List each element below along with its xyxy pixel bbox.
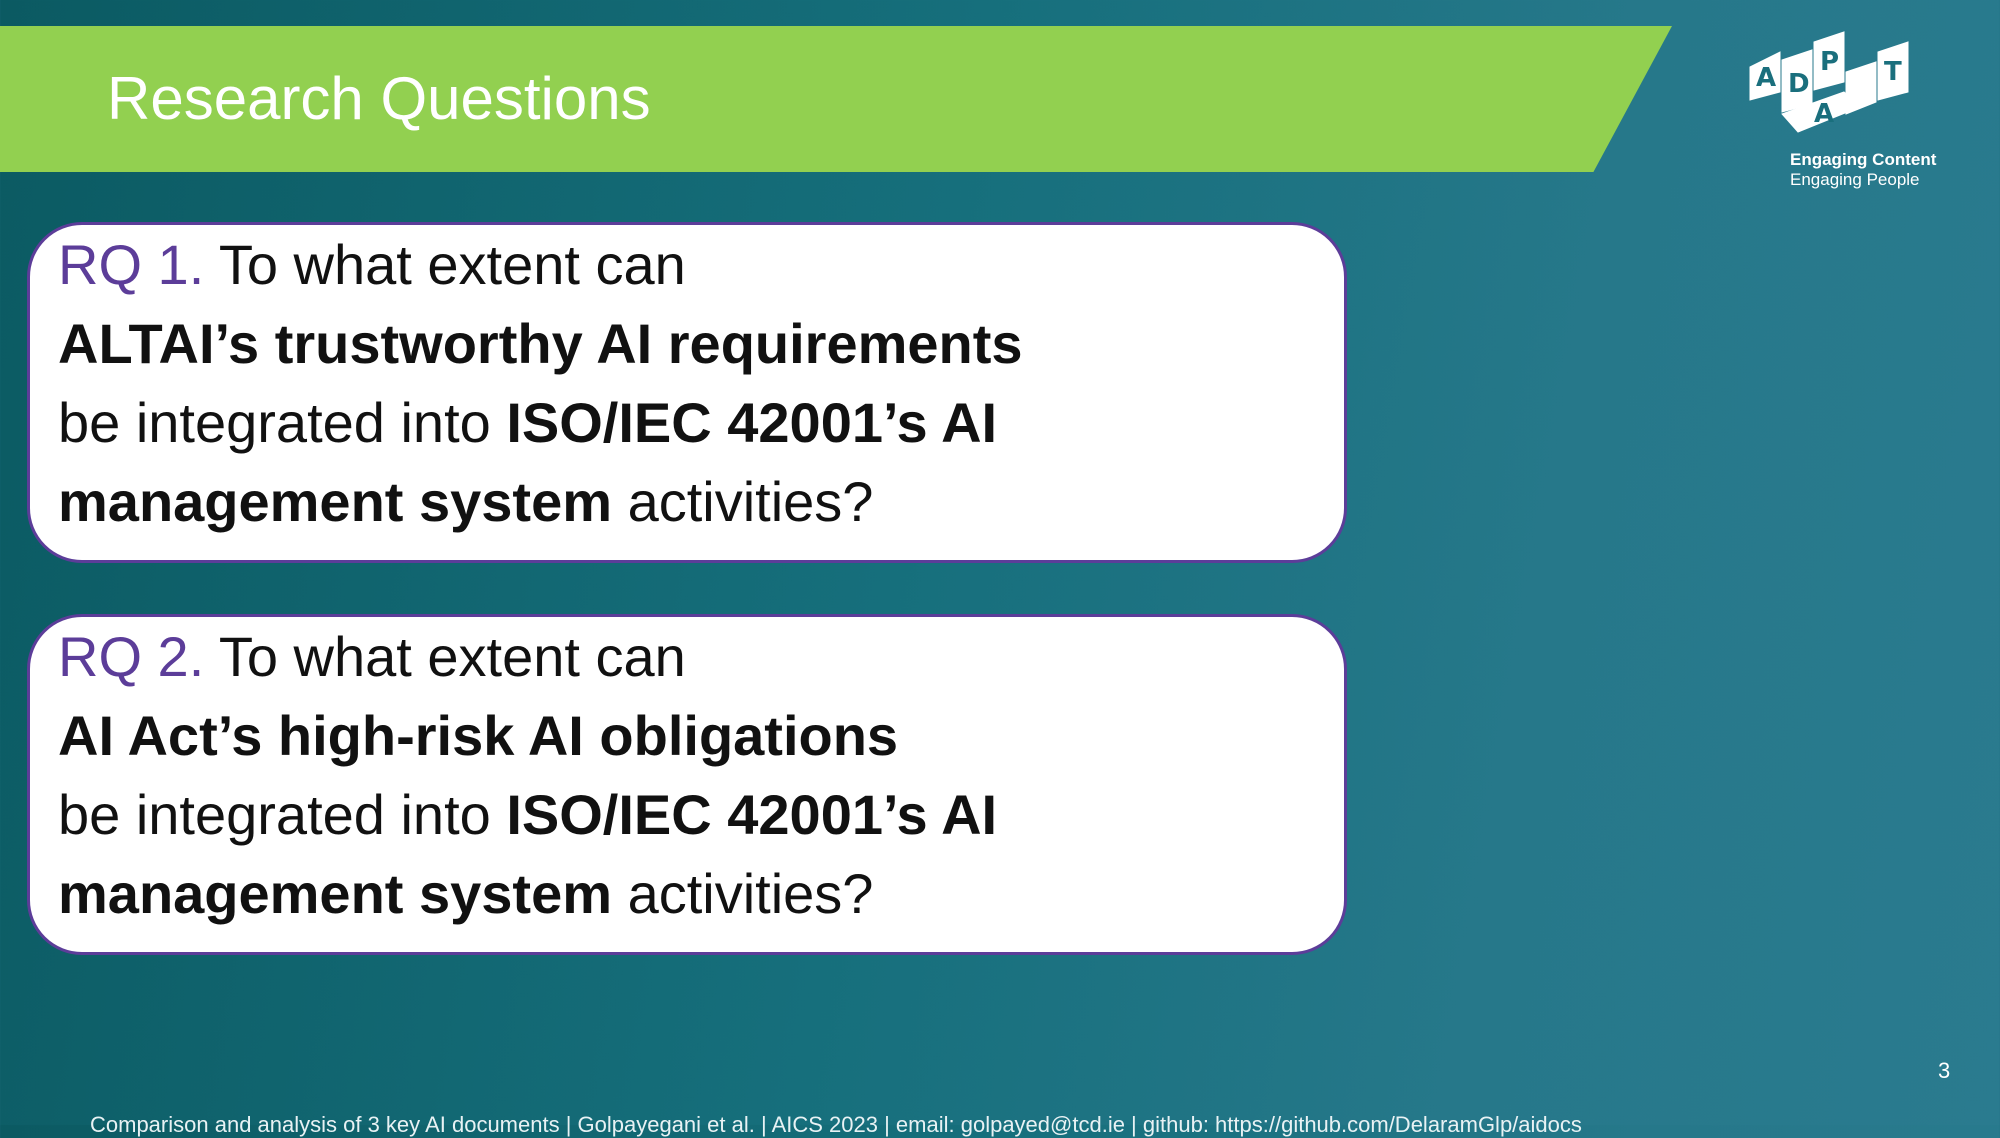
rq1-line3-plain: be integrated into	[58, 391, 507, 454]
adapt-logo-icon: A D P A T	[1749, 31, 1909, 133]
page-number: 3	[1938, 1058, 1951, 1083]
rq1-line3-bold: ISO/IEC 42001’s AI	[506, 391, 998, 454]
rq2-line4-bold: management system	[58, 862, 613, 925]
logo-letter-p: P	[1820, 47, 1839, 77]
rq2-label: RQ 2.	[58, 625, 205, 688]
rq2-line-4: management system activities?	[58, 854, 1316, 933]
slide-title: Research Questions	[107, 65, 651, 132]
adapt-logo: A D P A T Engaging Content Engaging Peop…	[1740, 22, 1940, 197]
logo-letter-a2: A	[1814, 99, 1834, 129]
rq1-line-3: be integrated into ISO/IEC 42001’s AI	[58, 383, 1316, 462]
rq2-box: RQ 2. To what extent can AI Act’s high-r…	[27, 614, 1347, 955]
rq1-line-1: RQ 1. To what extent can	[58, 225, 1316, 304]
rq1-line-4: management system activities?	[58, 462, 1316, 541]
rq2-line-1: RQ 2. To what extent can	[58, 617, 1316, 696]
rq1-line1-text: To what extent can	[218, 233, 686, 296]
logo-letter-a1: A	[1756, 63, 1776, 93]
rq2-line-2: AI Act’s high-risk AI obligations	[58, 704, 899, 767]
rq1-label: RQ 1.	[58, 233, 205, 296]
rq2-line-3: be integrated into ISO/IEC 42001’s AI	[58, 775, 1316, 854]
slide-footer: Comparison and analysis of 3 key AI docu…	[90, 1112, 1582, 1137]
rq2-line3-bold: ISO/IEC 42001’s AI	[506, 783, 998, 846]
rq1-line-2: ALTAI’s trustworthy AI requirements	[58, 312, 1023, 375]
logo-letter-t: T	[1884, 57, 1902, 87]
rq2-line1-text: To what extent can	[218, 625, 686, 688]
logo-tagline-1: Engaging Content	[1790, 150, 1937, 169]
logo-letter-d: D	[1788, 69, 1810, 99]
rq2-line3-plain: be integrated into	[58, 783, 507, 846]
title-banner	[0, 26, 1672, 172]
logo-tagline-2: Engaging People	[1790, 170, 1920, 189]
rq1-line4-bold: management system	[58, 470, 613, 533]
rq1-box: RQ 1. To what extent can ALTAI’s trustwo…	[27, 222, 1347, 563]
rq1-line4-plain: activities?	[612, 470, 874, 533]
rq2-line4-plain: activities?	[612, 862, 874, 925]
